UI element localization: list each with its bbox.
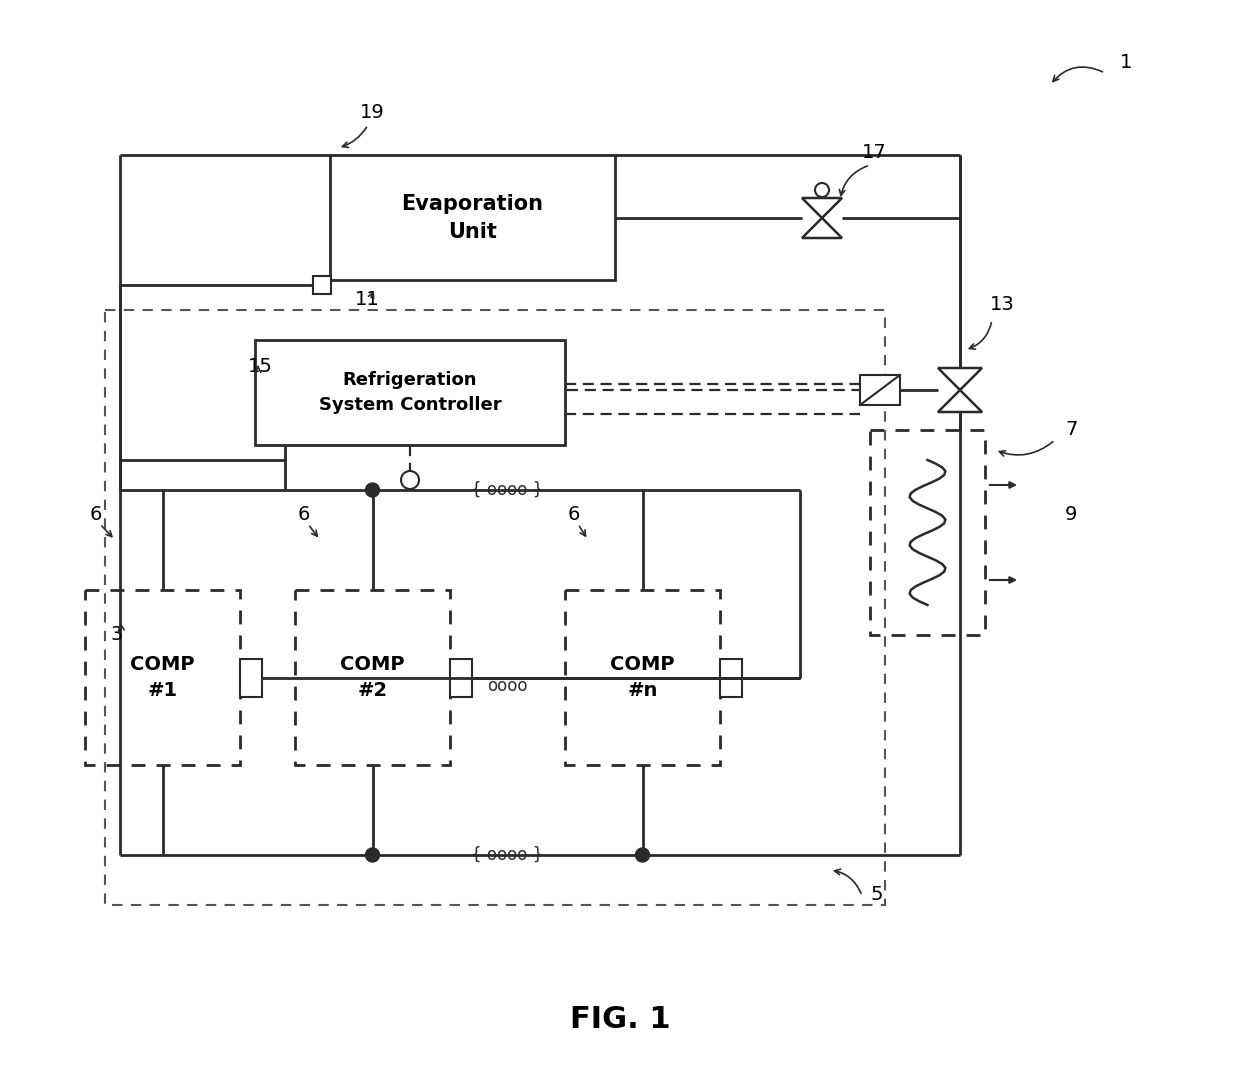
Text: COMP
#n: COMP #n <box>610 654 675 700</box>
Circle shape <box>366 483 379 497</box>
Bar <box>241 659 262 697</box>
Circle shape <box>815 183 830 197</box>
FancyBboxPatch shape <box>870 430 985 635</box>
Circle shape <box>401 471 419 489</box>
Text: 19: 19 <box>360 103 384 122</box>
Text: 7: 7 <box>1065 420 1078 439</box>
Text: 9: 9 <box>1065 505 1078 524</box>
Text: 6: 6 <box>568 505 580 524</box>
Text: Refrigeration
System Controller: Refrigeration System Controller <box>319 371 501 414</box>
Text: oooo: oooo <box>487 678 528 695</box>
Circle shape <box>635 848 650 862</box>
Polygon shape <box>937 368 982 390</box>
Text: 3: 3 <box>110 625 123 644</box>
Polygon shape <box>937 390 982 412</box>
Text: 6: 6 <box>91 505 103 524</box>
Bar <box>312 276 331 294</box>
FancyBboxPatch shape <box>330 155 615 280</box>
Polygon shape <box>802 218 842 238</box>
Text: COMP
#2: COMP #2 <box>340 654 404 700</box>
Text: { oooo }: { oooo } <box>471 481 543 499</box>
FancyBboxPatch shape <box>255 340 565 445</box>
Text: COMP
#1: COMP #1 <box>130 654 195 700</box>
Text: 17: 17 <box>862 143 887 162</box>
Polygon shape <box>802 198 842 218</box>
Text: 5: 5 <box>870 885 883 904</box>
Bar <box>450 659 472 697</box>
Text: 6: 6 <box>298 505 310 524</box>
Text: 1: 1 <box>1120 53 1132 72</box>
FancyBboxPatch shape <box>565 590 720 765</box>
Bar <box>861 375 900 405</box>
Text: FIG. 1: FIG. 1 <box>569 1006 671 1035</box>
Text: 13: 13 <box>990 295 1014 314</box>
Circle shape <box>366 848 379 862</box>
FancyBboxPatch shape <box>86 590 241 765</box>
Bar <box>720 659 742 697</box>
Text: { oooo }: { oooo } <box>471 846 543 864</box>
FancyBboxPatch shape <box>295 590 450 765</box>
Text: 15: 15 <box>248 357 273 376</box>
Text: Evaporation
Unit: Evaporation Unit <box>402 193 543 242</box>
Text: 11: 11 <box>355 290 379 309</box>
